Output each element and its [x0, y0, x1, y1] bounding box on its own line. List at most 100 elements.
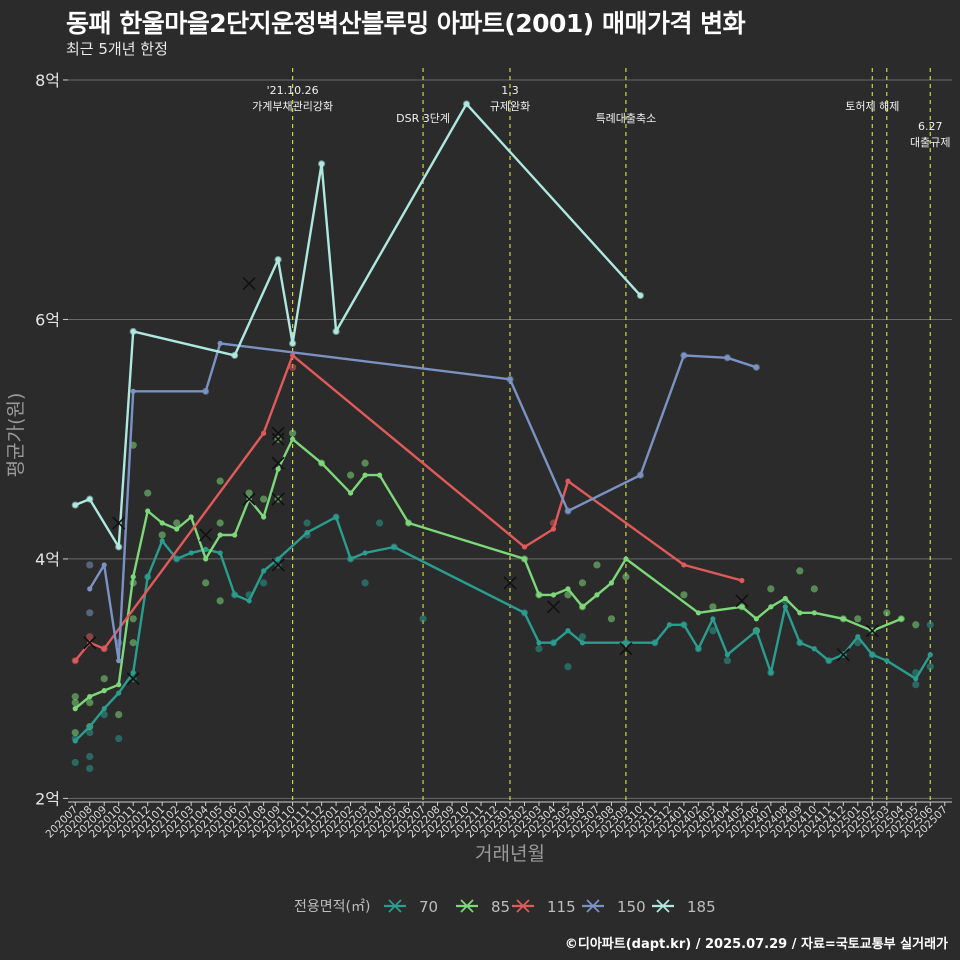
data-point	[303, 519, 311, 527]
line-marker	[333, 328, 339, 335]
data-point	[86, 609, 94, 617]
line-marker	[145, 508, 151, 514]
series-line	[74, 515, 932, 742]
data-point	[926, 663, 934, 671]
series-line	[74, 354, 743, 662]
line-marker	[637, 292, 644, 299]
series-line	[88, 342, 757, 662]
line-marker	[72, 738, 78, 744]
line-marker	[681, 562, 687, 568]
data-point	[260, 495, 268, 503]
cancelled-deal-marker	[271, 558, 285, 572]
data-point	[86, 633, 94, 641]
data-point	[593, 561, 601, 569]
data-point	[115, 710, 123, 719]
line-marker	[203, 556, 209, 562]
data-point	[375, 519, 384, 527]
line-marker	[319, 460, 325, 466]
source-credit: ©디아파트(dapt.kr) / 2025.07.29 / 자료=국토교통부 실…	[564, 937, 948, 952]
cancelled-deal-marker	[865, 624, 879, 638]
line-marker	[333, 514, 339, 520]
y-tick-label: 8억	[35, 71, 60, 90]
cancelled-deal-marker	[271, 492, 285, 506]
legend-swatch-cross	[586, 899, 600, 913]
data-point	[71, 758, 79, 767]
data-point	[607, 615, 616, 623]
cancelled-deal-marker	[271, 426, 285, 440]
line-marker	[130, 670, 136, 676]
cancelled-deal-marker	[271, 456, 285, 470]
line-marker	[319, 161, 325, 167]
line-marker	[521, 556, 528, 562]
line-marker	[507, 376, 513, 382]
line-marker	[463, 101, 470, 107]
line-marker	[261, 568, 267, 574]
line-marker	[290, 436, 296, 442]
cancelled-deal-marker	[83, 636, 97, 650]
cancelled-deal-marker	[619, 642, 633, 656]
line-marker	[72, 706, 78, 712]
line-marker	[681, 622, 687, 628]
line-marker	[217, 532, 223, 538]
line-marker	[550, 526, 557, 532]
line-marker	[652, 640, 658, 646]
data-point	[202, 579, 210, 587]
line-marker	[362, 472, 368, 478]
line-marker	[275, 556, 281, 562]
line-marker	[782, 604, 788, 610]
line-marker	[768, 604, 774, 610]
legend-swatch-cross	[516, 899, 530, 913]
event-label: 규제완화	[490, 100, 530, 113]
line-marker	[565, 628, 571, 634]
line-marker	[521, 610, 528, 616]
line-marker	[290, 352, 296, 358]
data-point	[289, 363, 297, 371]
line-marker	[290, 340, 296, 346]
cancelled-deal-marker	[836, 648, 850, 662]
data-point	[86, 752, 94, 761]
data-point	[578, 633, 587, 641]
data-point	[419, 615, 427, 623]
legend-label: 85	[491, 898, 510, 916]
legend-swatch-cross	[656, 899, 670, 913]
line-marker	[724, 652, 730, 658]
line-marker	[724, 355, 730, 361]
event-label: 가계부채관리강화	[252, 100, 333, 113]
line-marker	[710, 616, 716, 622]
data-point	[100, 675, 108, 683]
data-point	[810, 585, 818, 593]
line-marker	[405, 520, 412, 526]
data-point	[767, 585, 775, 593]
data-point	[86, 764, 94, 773]
data-point	[912, 621, 920, 629]
line-marker	[101, 646, 107, 652]
legend-label: 185	[687, 898, 716, 916]
line-marker	[594, 592, 600, 598]
line-marker	[681, 352, 687, 358]
cancelled-deal-marker	[242, 492, 256, 506]
line-marker	[550, 592, 557, 598]
line-marker	[536, 592, 542, 598]
y-tick-label: 6억	[35, 310, 60, 329]
line-marker	[232, 352, 238, 358]
line-marker	[565, 586, 571, 592]
line-marker	[304, 529, 310, 536]
data-point	[158, 531, 166, 539]
line-marker	[347, 490, 354, 496]
line-marker	[811, 610, 817, 616]
line-marker	[347, 556, 354, 562]
data-point	[361, 579, 369, 587]
line-marker	[391, 544, 397, 550]
cancelled-deal-marker	[242, 276, 256, 291]
line-marker	[87, 586, 93, 592]
line-marker	[855, 634, 861, 640]
data-point	[144, 489, 152, 497]
cancelled-deal-marker	[126, 672, 140, 686]
data-point	[578, 579, 587, 587]
data-point	[854, 615, 862, 623]
line-marker	[898, 616, 904, 622]
data-point	[173, 519, 181, 527]
line-marker	[884, 658, 890, 664]
line-marker	[869, 652, 875, 658]
